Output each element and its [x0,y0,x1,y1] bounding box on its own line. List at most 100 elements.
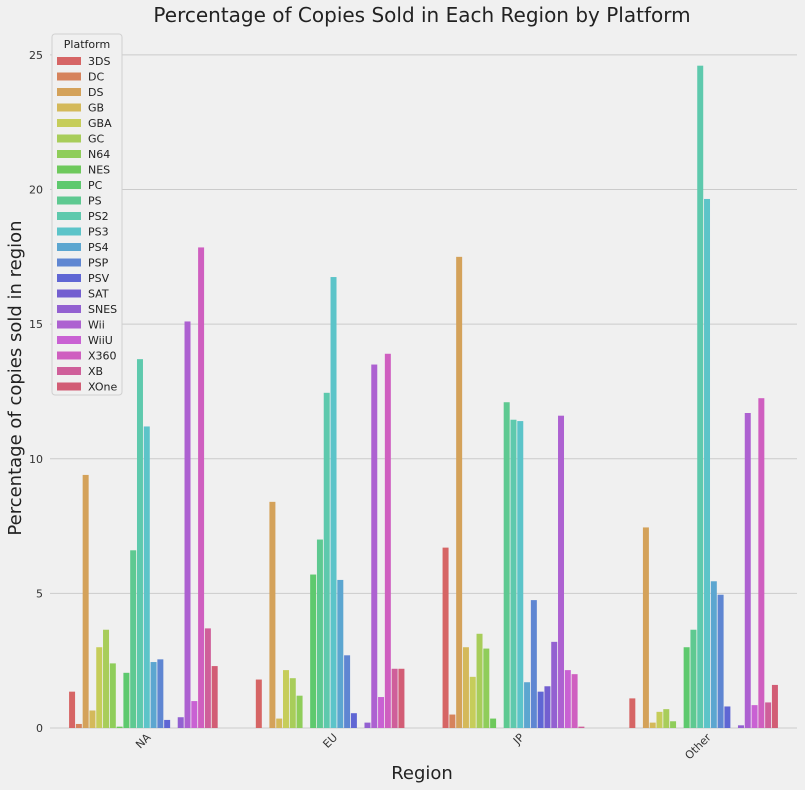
bar-psp-eu [344,655,351,728]
legend-swatch-xb [57,367,81,375]
bar-psv-jp [537,691,544,728]
legend-swatch-xone [57,382,81,391]
legend-label-pc: PC [88,179,103,192]
bar-snes-jp [551,641,558,728]
bar-gb-eu [276,718,283,728]
bar-ps2-eu [323,392,330,728]
y-tick-label: 15 [29,318,43,331]
legend-label-ps3: PS3 [88,226,109,239]
bar-n64-jp [483,648,490,728]
bar-n64-na [109,663,116,728]
bar-wii-eu [371,364,378,728]
y-tick-labels: 0 5 10 15 20 25 [29,49,43,735]
bar-ds-eu [269,501,276,728]
bar-wii-jp [558,415,565,728]
legend-swatch-gb [57,103,81,112]
bar-ds-other [642,527,649,728]
legend-swatch-wii [57,320,81,329]
legend: Platform 3DS DC DS GB GBA GC N64 NES PC PS PS2 PS3 P… [51,33,123,396]
bar-gb-other [649,722,656,728]
legend-swatch-x360 [57,351,81,360]
bar-gc-other [663,709,670,728]
bar-xb-other [765,702,772,728]
legend-label-psv: PSV [88,272,110,285]
bar-pc-eu [310,574,317,728]
bar-psv-eu [350,713,357,728]
legend-swatch-ps2 [57,212,81,220]
legend-label-snes: SNES [88,303,117,316]
legend-swatch-sat [57,289,81,298]
bar-ps2-other [697,65,704,728]
bar-dc-na [75,723,82,728]
legend-label-wii: Wii [88,319,105,332]
legend-swatch-snes [57,305,81,313]
bar-x360-jp [571,674,578,728]
legend-swatch-wiiu [57,336,81,344]
bar-3ds-jp [442,547,449,728]
bar-ps3-other [704,198,711,728]
legend-label-psp: PSP [88,257,109,270]
bar-snes-eu [364,722,371,728]
bar-gba-eu [282,670,289,728]
legend-title: Platform [64,38,110,51]
bar-ps3-eu [330,277,337,728]
bar-xone-na [211,666,218,728]
bar-x360-na [198,247,205,728]
y-tick-label: 20 [29,184,43,197]
legend-label-ds: DS [88,86,103,99]
legend-swatch-psp [57,258,81,267]
y-tick-label: 25 [29,49,43,62]
legend-label-n64: N64 [88,148,110,161]
bar-pc-na [123,672,130,728]
bar-ds-na [82,474,89,728]
x-axis-title: Region [391,763,453,784]
bar-ps4-other [710,581,717,728]
legend-swatch-dc [57,72,81,81]
legend-swatch-ps3 [57,227,81,236]
bar-x360-other [758,398,765,728]
bar-dc-jp [449,714,456,728]
bar-nes-jp [490,718,497,728]
bar-ps-na [130,550,137,728]
bar-ps-jp [503,402,510,728]
legend-label-nes: NES [88,164,110,177]
legend-swatch-psv [57,274,81,282]
bar-ps4-jp [524,682,531,728]
legend-swatch-ds [57,88,81,96]
bar-ps2-na [136,359,143,728]
bar-wiiu-other [751,705,758,728]
bar-psp-na [157,659,164,728]
bar-pc-other [683,647,690,728]
bar-wiiu-na [191,701,198,728]
bar-gc-jp [476,633,483,728]
bar-gb-na [89,710,96,728]
y-tick-label: 10 [29,453,43,466]
bar-ps4-na [150,662,157,728]
bar-wii-other [744,413,751,728]
bar-psv-na [164,719,171,728]
bar-xb-eu [391,668,398,728]
bar-xb-na [204,628,211,728]
bar-xone-other [771,684,778,728]
bar-n64-eu [296,695,303,728]
bar-psv-other [724,706,731,728]
legend-label-gb: GB [88,102,104,115]
bar-psp-other [717,594,724,728]
bar-ps3-na [143,426,150,728]
y-tick-label: 0 [36,722,43,735]
bars [69,65,778,728]
bar-wii-na [184,321,191,728]
legend-swatch-pc [57,181,81,189]
bar-snes-other [737,725,744,728]
legend-swatch-ps [57,196,81,205]
bar-gb-jp [462,647,469,728]
gridlines [50,54,797,729]
bar-3ds-other [629,698,636,728]
legend-swatch-gc [57,134,81,143]
bar-psp-jp [530,600,537,728]
bar-xb-jp [578,726,585,728]
legend-swatch-ps4 [57,243,81,251]
legend-label-xb: XB [88,365,103,378]
bar-ps3-jp [517,421,524,728]
y-tick-label: 5 [36,587,43,600]
